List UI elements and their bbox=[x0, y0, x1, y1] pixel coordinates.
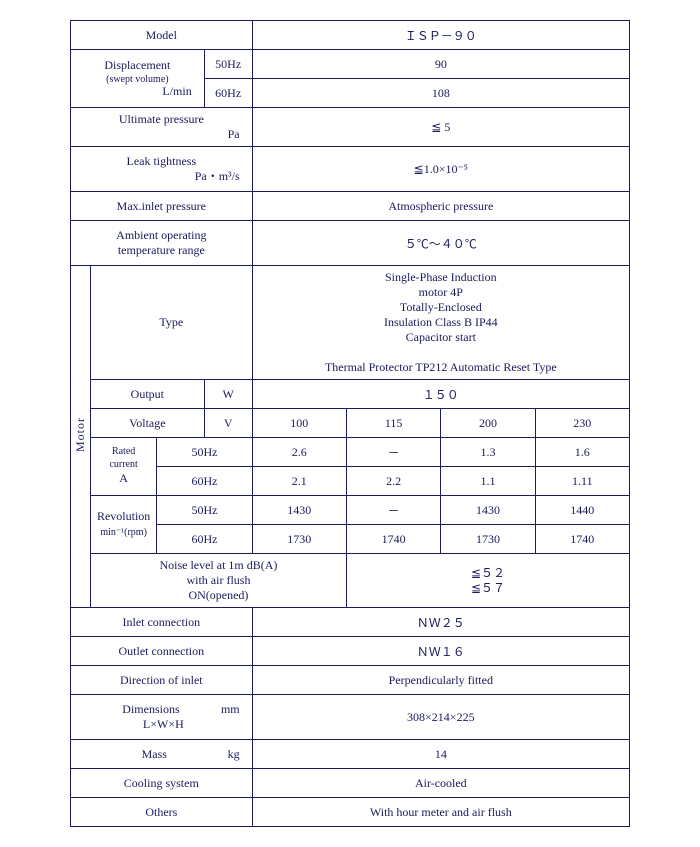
row-outlet-value: ＮＷ１６ bbox=[252, 637, 629, 666]
rev60-0: 1730 bbox=[252, 525, 346, 554]
row-rev-label: Revolution min⁻¹(rpm) bbox=[90, 496, 156, 554]
rated50-0: 2.6 bbox=[252, 438, 346, 467]
voltage-3: 230 bbox=[535, 409, 629, 438]
rated50-1: － bbox=[346, 438, 440, 467]
row-outlet-label: Outlet connection bbox=[71, 637, 253, 666]
row-others-value: With hour meter and air flush bbox=[252, 798, 629, 827]
row-mass-value: 14 bbox=[252, 740, 629, 769]
row-maxinlet-value: Atmospheric pressure bbox=[252, 192, 629, 221]
rated50-3: 1.6 bbox=[535, 438, 629, 467]
row-rev-60hz: 60Hz bbox=[157, 525, 252, 554]
row-ambient-label: Ambient operatingtemperature range bbox=[71, 221, 253, 266]
rev60-3: 1740 bbox=[535, 525, 629, 554]
row-rated-50hz: 50Hz bbox=[157, 438, 252, 467]
row-others-label: Others bbox=[71, 798, 253, 827]
row-ultimate-label: Ultimate pressure Pa bbox=[71, 108, 253, 147]
row-output-unit: W bbox=[204, 380, 252, 409]
spec-table: Model ＩＳＰ－９０ Displacement (swept volume)… bbox=[70, 20, 630, 827]
voltage-0: 100 bbox=[252, 409, 346, 438]
row-output-label: Output bbox=[90, 380, 204, 409]
rated60-2: 1.1 bbox=[441, 467, 535, 496]
row-voltage-label: Voltage bbox=[90, 409, 204, 438]
row-rated-60hz: 60Hz bbox=[157, 467, 252, 496]
row-type-value: Single-Phase Induction motor 4P Totally-… bbox=[252, 266, 629, 380]
row-displacement-label: Displacement (swept volume) L/min bbox=[71, 50, 205, 108]
rated60-0: 2.1 bbox=[252, 467, 346, 496]
row-dim-value: 308×214×225 bbox=[252, 695, 629, 740]
rated60-1: 2.2 bbox=[346, 467, 440, 496]
row-displacement-50hz: 50Hz bbox=[204, 50, 252, 79]
rev50-3: 1440 bbox=[535, 496, 629, 525]
row-cool-value: Air-cooled bbox=[252, 769, 629, 798]
rev50-1: － bbox=[346, 496, 440, 525]
row-noise-value: ≦５２ ≦５７ bbox=[346, 554, 629, 608]
row-dir-label: Direction of inlet bbox=[71, 666, 253, 695]
row-rated-label: Rated current A bbox=[90, 438, 156, 496]
row-noise-label: Noise level at 1m dB(A) with air flush O… bbox=[90, 554, 346, 608]
row-dim-label: Dimensions mm L×W×H bbox=[71, 695, 253, 740]
row-mass-label: Mass kg bbox=[71, 740, 253, 769]
row-model-value: ＩＳＰ－９０ bbox=[252, 21, 629, 50]
motor-section-label: Motor bbox=[71, 266, 91, 608]
voltage-2: 200 bbox=[441, 409, 535, 438]
rev50-0: 1430 bbox=[252, 496, 346, 525]
row-dir-value: Perpendicularly fitted bbox=[252, 666, 629, 695]
row-voltage-unit: V bbox=[204, 409, 252, 438]
row-ultimate-value: ≦ 5 bbox=[252, 108, 629, 147]
row-displacement-60hz: 60Hz bbox=[204, 79, 252, 108]
row-displacement-60val: 108 bbox=[252, 79, 629, 108]
row-inlet-value: ＮＷ２５ bbox=[252, 608, 629, 637]
row-output-value: １５０ bbox=[252, 380, 629, 409]
row-ambient-value: ５℃～４０℃ bbox=[252, 221, 629, 266]
row-model-label: Model bbox=[71, 21, 253, 50]
row-inlet-label: Inlet connection bbox=[71, 608, 253, 637]
row-cool-label: Cooling system bbox=[71, 769, 253, 798]
rev60-2: 1730 bbox=[441, 525, 535, 554]
row-maxinlet-label: Max.inlet pressure bbox=[71, 192, 253, 221]
rated60-3: 1.11 bbox=[535, 467, 629, 496]
rev50-2: 1430 bbox=[441, 496, 535, 525]
rated50-2: 1.3 bbox=[441, 438, 535, 467]
row-type-label: Type bbox=[90, 266, 252, 380]
row-leak-label: Leak tightness Pa・m³/s bbox=[71, 147, 253, 192]
row-leak-value: ≦1.0×10⁻⁵ bbox=[252, 147, 629, 192]
row-rev-50hz: 50Hz bbox=[157, 496, 252, 525]
row-displacement-50val: 90 bbox=[252, 50, 629, 79]
voltage-1: 115 bbox=[346, 409, 440, 438]
rev60-1: 1740 bbox=[346, 525, 440, 554]
